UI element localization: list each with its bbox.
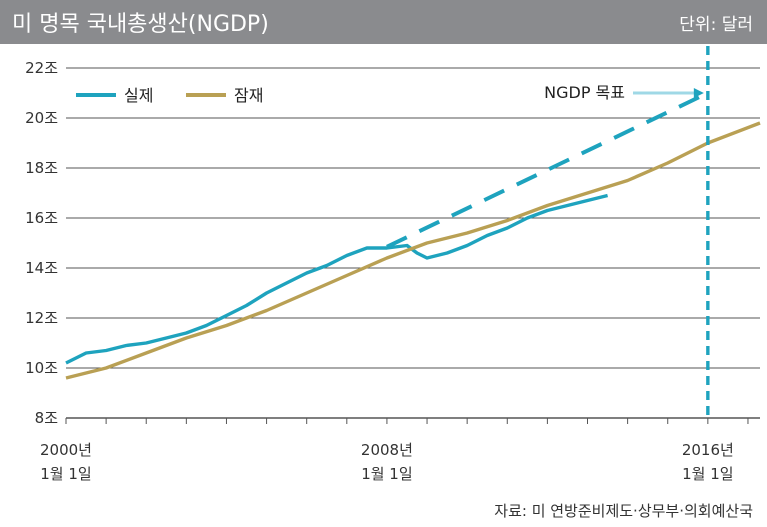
y-tick-label: 14조 xyxy=(25,259,58,277)
series-line-potential xyxy=(65,121,761,380)
y-tick-label: 18조 xyxy=(25,159,58,177)
x-tick-label: 2000년 xyxy=(40,441,92,459)
series-line-actual xyxy=(65,193,609,365)
x-tick-label: 1월 1일 xyxy=(682,465,733,483)
series-layer xyxy=(65,46,761,418)
source-note: 자료: 미 연방준비제도·상무부·의회예산국 xyxy=(494,502,753,520)
x-tick-label: 2016년 xyxy=(682,441,734,459)
grid-layer xyxy=(66,67,760,419)
chart-header: 미 명목 국내총생산(NGDP) 단위: 달러 xyxy=(0,0,767,44)
y-tick-label: 22조 xyxy=(25,59,58,77)
series-line-target xyxy=(386,91,709,249)
chart-title: 미 명목 국내총생산(NGDP) xyxy=(12,12,269,37)
axis-layer: 8조 10조 12조 14조 16조 18조 20조 22조 2000년 1월 1일 2008년 1월… xyxy=(25,59,749,483)
y-tick-label: 8조 xyxy=(35,409,59,427)
target-annotation-label: NGDP 목표 xyxy=(544,83,625,102)
x-tick-label: 1월 1일 xyxy=(361,465,412,483)
x-tick-label: 2008년 xyxy=(361,441,413,459)
y-tick-label: 20조 xyxy=(25,109,58,127)
legend-layer: NGDP 목표 실제 잠재 xyxy=(76,83,704,105)
unit-label: 단위: 달러 xyxy=(679,15,753,35)
y-tick-label: 16조 xyxy=(25,209,58,227)
legend-label-actual: 실제 xyxy=(124,86,153,105)
y-tick-label: 12조 xyxy=(25,309,58,327)
legend-label-potential: 잠재 xyxy=(234,86,263,105)
x-tick-label: 1월 1일 xyxy=(40,465,91,483)
y-tick-label: 10조 xyxy=(25,359,58,377)
target-annotation-arrowhead xyxy=(693,88,704,98)
